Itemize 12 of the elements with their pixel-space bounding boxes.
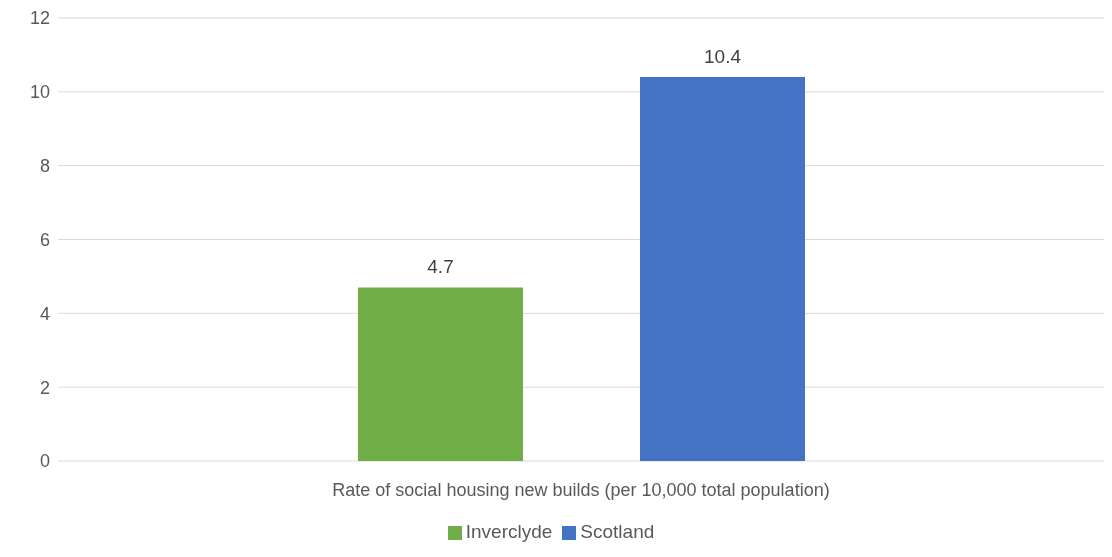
y-tick-label: 6 <box>39 229 50 250</box>
y-tick-label: 2 <box>39 377 50 398</box>
y-tick-label: 12 <box>29 8 50 29</box>
legend-label: Scotland <box>580 521 655 542</box>
legend-label: Inverclyde <box>465 521 553 542</box>
y-tick-label: 0 <box>39 451 50 472</box>
y-tick-label: 10 <box>29 82 50 103</box>
data-label: 10.4 <box>704 46 742 68</box>
y-tick-label: 8 <box>39 156 50 177</box>
y-tick-label: 4 <box>39 303 50 324</box>
data-label: 4.7 <box>427 256 454 278</box>
x-tick-label: Rate of social housing new builds (per 10,000 total population) <box>332 479 830 500</box>
